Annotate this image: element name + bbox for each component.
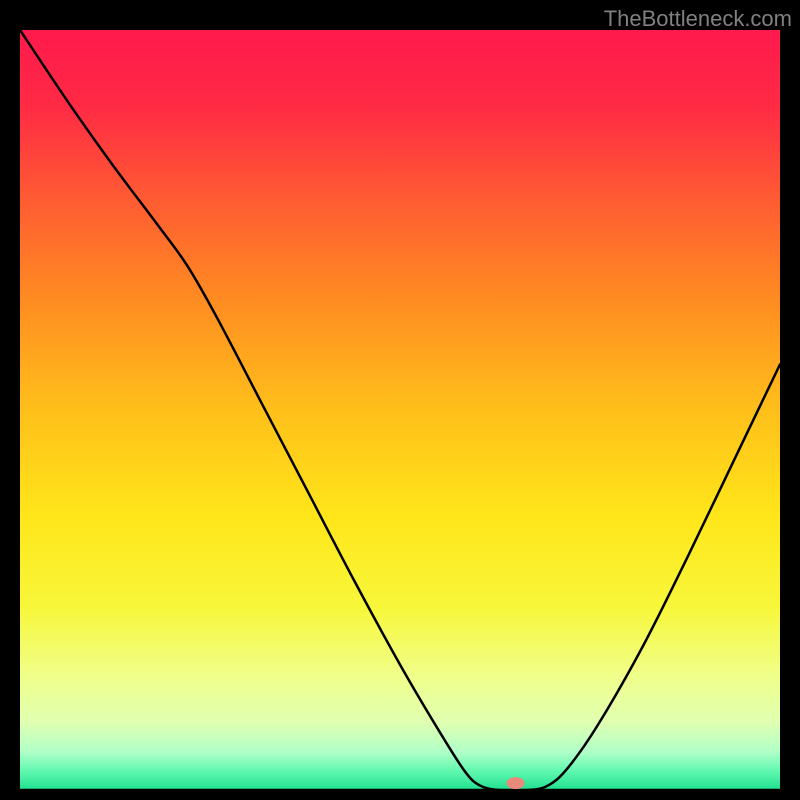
plot-area — [20, 30, 780, 790]
watermark-text: TheBottleneck.com — [604, 6, 792, 32]
chart-container: TheBottleneck.com — [0, 0, 800, 800]
optimal-point-marker — [507, 777, 525, 789]
gradient-background — [20, 30, 780, 790]
bottleneck-curve-chart — [20, 30, 780, 790]
